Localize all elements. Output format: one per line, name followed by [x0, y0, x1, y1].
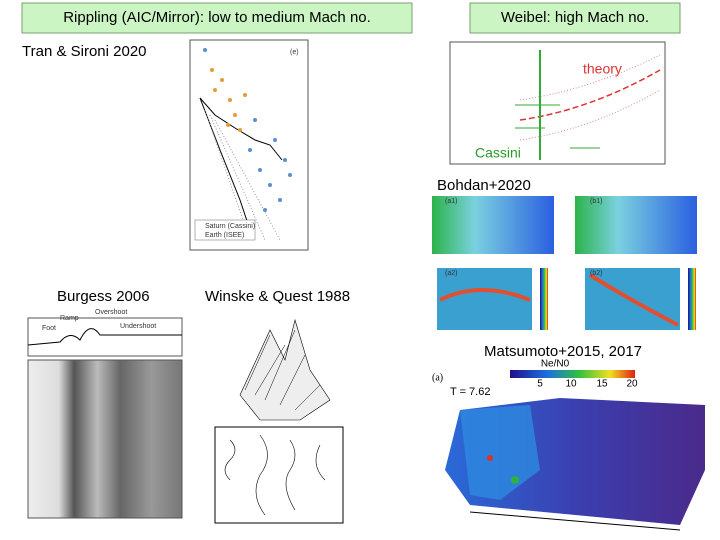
figure-burgess: Foot Ramp Overshoot Undershoot — [27, 309, 183, 519]
panel-label: (b2) — [590, 270, 602, 277]
annotation: theory — [583, 61, 622, 77]
panel-label: (b1) — [590, 198, 602, 205]
colorbar-tick: 20 — [626, 379, 638, 390]
colorbar-tick: 5 — [537, 379, 543, 390]
figure-bohdan: (a1) (b1) (a2) (b2) — [432, 196, 697, 330]
legend-entry: Earth (ISEE) — [205, 232, 244, 239]
figure-theory: theory Cassini — [449, 41, 666, 165]
figure-matsumoto: (a) Ne/N0 5 10 15 20 T = 7.62 — [432, 359, 705, 531]
caption: Burgess 2006 — [57, 288, 150, 305]
colorbar-tick: 15 — [596, 379, 608, 390]
figure-winske — [214, 318, 344, 524]
colorbar-tick: 10 — [565, 379, 577, 390]
colorbar-title: Ne/N0 — [541, 359, 570, 370]
caption: Tran & Sironi 2020 — [22, 43, 147, 60]
caption: Matsumoto+2015, 2017 — [484, 343, 642, 360]
panel-label: (a2) — [445, 270, 457, 277]
caption: Bohdan+2020 — [437, 177, 531, 194]
panel-label: (a) — [432, 372, 443, 383]
panel-label: (e) — [290, 49, 299, 56]
left-title: Rippling (AIC/Mirror): low to medium Mac… — [63, 9, 371, 26]
right-title: Weibel: high Mach no. — [501, 9, 649, 26]
legend-entry: Saturn (Cassini) — [205, 223, 255, 230]
annotation: Ramp — [60, 315, 79, 322]
annotation: Foot — [42, 325, 56, 332]
time-label: T = 7.62 — [450, 386, 490, 398]
caption: Winske & Quest 1988 — [205, 288, 350, 305]
annotation: Overshoot — [95, 309, 127, 316]
annotation: Undershoot — [120, 323, 156, 330]
figure-scatter: (e) Saturn (Cassini) Earth (ISEE) — [189, 39, 309, 251]
title-box — [469, 2, 681, 34]
panel-label: (a1) — [445, 198, 457, 205]
title-box — [21, 2, 413, 34]
annotation: Cassini — [475, 145, 521, 161]
